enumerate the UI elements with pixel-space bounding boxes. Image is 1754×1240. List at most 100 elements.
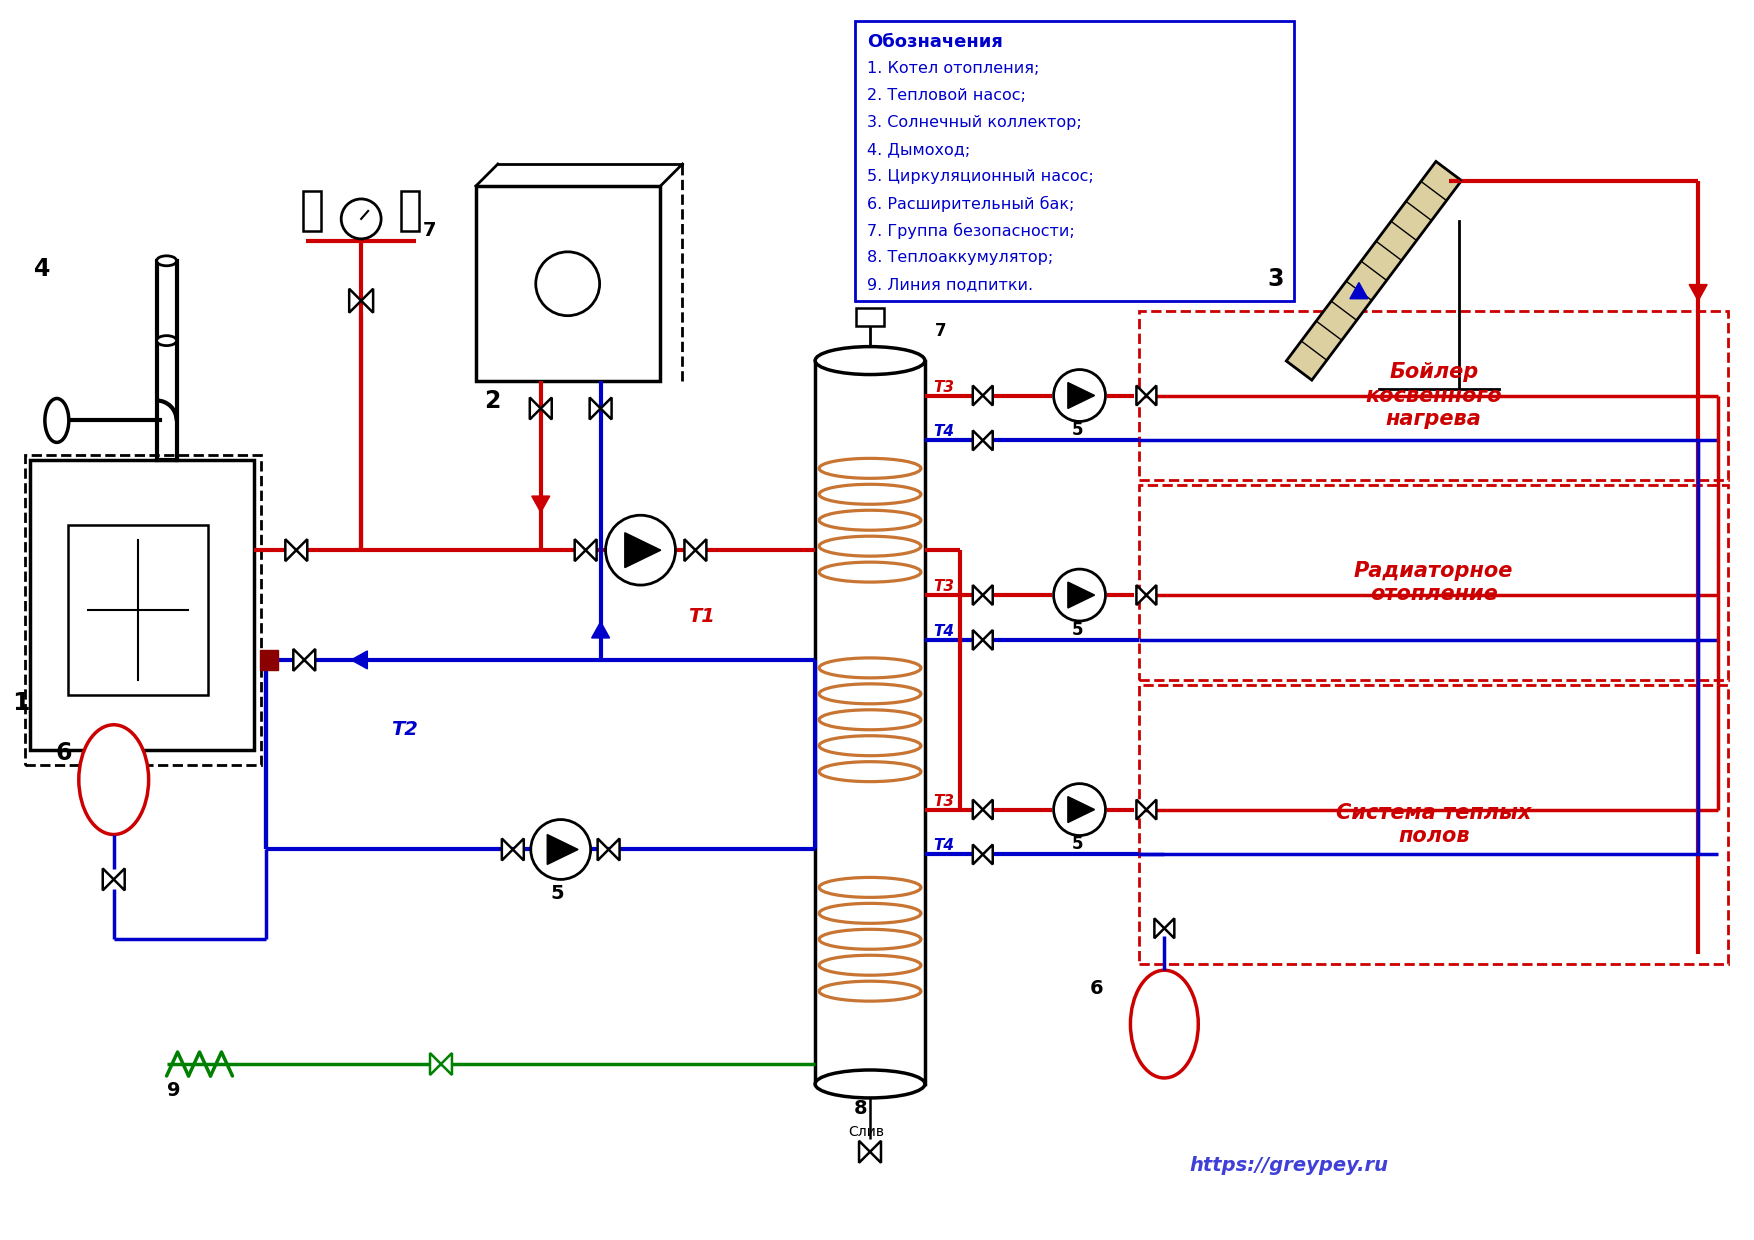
Text: 5. Циркуляционный насос;: 5. Циркуляционный насос;	[866, 169, 1094, 184]
Polygon shape	[1137, 800, 1147, 820]
Polygon shape	[609, 838, 619, 861]
Polygon shape	[982, 585, 993, 605]
Polygon shape	[973, 430, 982, 450]
Bar	[816, 361, 924, 1084]
Text: 6: 6	[56, 740, 72, 765]
Text: 6: 6	[1089, 980, 1103, 998]
Text: 1. Котел отопления;: 1. Котел отопления;	[866, 61, 1040, 76]
Polygon shape	[600, 398, 612, 419]
Text: T4: T4	[933, 838, 954, 853]
Text: 3. Солнечный коллектор;: 3. Солнечный коллектор;	[866, 115, 1082, 130]
Text: T4: T4	[933, 424, 954, 439]
Circle shape	[342, 198, 381, 239]
Polygon shape	[589, 398, 600, 419]
Polygon shape	[982, 630, 993, 650]
Text: Слив: Слив	[849, 1125, 884, 1138]
Ellipse shape	[816, 1070, 924, 1097]
Circle shape	[535, 252, 600, 316]
Polygon shape	[361, 289, 374, 312]
Polygon shape	[973, 585, 982, 605]
Ellipse shape	[156, 255, 177, 265]
Polygon shape	[973, 630, 982, 650]
Text: 9. Линия подпитки.: 9. Линия подпитки.	[866, 277, 1033, 291]
Ellipse shape	[1130, 970, 1198, 1078]
Bar	[260, 650, 279, 670]
Ellipse shape	[156, 336, 177, 346]
Text: 4. Дымоход;: 4. Дымоход;	[866, 143, 970, 157]
Bar	[303, 191, 321, 231]
Bar	[856, 308, 884, 326]
Polygon shape	[624, 533, 661, 568]
Polygon shape	[303, 649, 316, 671]
Polygon shape	[1689, 284, 1707, 301]
Circle shape	[1054, 569, 1105, 621]
Polygon shape	[502, 838, 512, 861]
Text: 5: 5	[1072, 836, 1082, 853]
Text: https://greypey.ru: https://greypey.ru	[1189, 1156, 1389, 1174]
Polygon shape	[540, 398, 553, 419]
Polygon shape	[684, 539, 695, 562]
Text: 1: 1	[12, 691, 30, 714]
Polygon shape	[1147, 585, 1156, 605]
Bar	[854, 21, 1294, 301]
Polygon shape	[575, 539, 586, 562]
Text: Радиаторное
отопление: Радиаторное отопление	[1354, 560, 1514, 604]
Polygon shape	[1068, 582, 1094, 608]
Ellipse shape	[79, 724, 149, 835]
Bar	[402, 191, 419, 231]
Circle shape	[531, 820, 591, 879]
Polygon shape	[430, 1053, 440, 1075]
Polygon shape	[547, 835, 579, 864]
Polygon shape	[1068, 796, 1094, 822]
Text: T4: T4	[933, 624, 954, 639]
Polygon shape	[982, 386, 993, 405]
Polygon shape	[591, 621, 610, 637]
Text: Система теплых
полов: Система теплых полов	[1337, 804, 1531, 846]
Text: T3: T3	[933, 794, 954, 808]
Polygon shape	[598, 838, 609, 861]
Bar	[1140, 485, 1728, 680]
Polygon shape	[973, 800, 982, 820]
Polygon shape	[982, 430, 993, 450]
Text: T1: T1	[688, 608, 716, 626]
Text: 2. Тепловой насос;: 2. Тепловой насос;	[866, 88, 1026, 103]
Text: 5: 5	[1072, 621, 1082, 639]
Polygon shape	[982, 800, 993, 820]
Text: T2: T2	[391, 719, 417, 739]
Polygon shape	[512, 838, 524, 861]
Text: 9: 9	[167, 1081, 181, 1100]
Ellipse shape	[816, 347, 924, 374]
Ellipse shape	[46, 398, 68, 443]
Polygon shape	[1154, 919, 1165, 939]
Polygon shape	[586, 539, 596, 562]
Circle shape	[1054, 370, 1105, 422]
Text: Обозначения: Обозначения	[866, 33, 1003, 51]
Text: Бойлер
косвенного
нагрева: Бойлер косвенного нагрева	[1365, 362, 1501, 429]
Polygon shape	[351, 651, 367, 668]
Polygon shape	[1286, 161, 1461, 381]
Polygon shape	[1147, 800, 1156, 820]
Polygon shape	[1351, 283, 1368, 299]
Text: 5: 5	[1072, 422, 1082, 439]
Text: T3: T3	[933, 579, 954, 594]
Bar	[475, 186, 661, 381]
Bar	[1140, 684, 1728, 965]
Polygon shape	[695, 539, 707, 562]
Polygon shape	[1068, 382, 1094, 408]
Polygon shape	[114, 868, 125, 890]
Bar	[68, 526, 207, 694]
Text: 8. Теплоаккумулятор;: 8. Теплоаккумулятор;	[866, 249, 1052, 265]
Text: 7: 7	[423, 221, 437, 239]
Text: 5: 5	[551, 884, 565, 904]
Text: T3: T3	[933, 379, 954, 394]
Polygon shape	[286, 539, 296, 562]
Polygon shape	[531, 496, 549, 512]
Bar	[25, 455, 261, 765]
Polygon shape	[870, 1141, 881, 1163]
Polygon shape	[1165, 919, 1175, 939]
Polygon shape	[349, 289, 361, 312]
Text: 2: 2	[484, 389, 500, 413]
Bar	[1140, 311, 1728, 480]
Polygon shape	[440, 1053, 453, 1075]
Polygon shape	[982, 844, 993, 864]
